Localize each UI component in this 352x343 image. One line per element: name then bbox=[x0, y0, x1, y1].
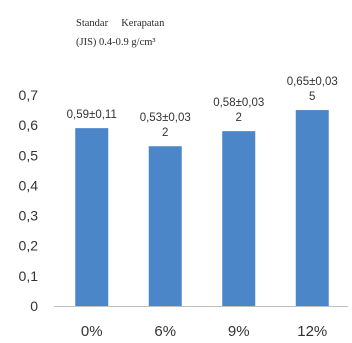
y-tick-label: 0,1 bbox=[19, 268, 39, 284]
x-tick-label: 6% bbox=[154, 323, 176, 338]
x-tick-label: 9% bbox=[228, 323, 250, 338]
data-label: 0,59±0,11 bbox=[67, 109, 117, 121]
y-tick-label: 0,4 bbox=[19, 177, 39, 193]
data-label: 5 bbox=[309, 91, 315, 103]
data-label: 2 bbox=[162, 127, 168, 139]
y-tick-label: 0,2 bbox=[19, 238, 39, 254]
y-tick-label: 0,7 bbox=[19, 87, 39, 103]
y-tick-label: 0,5 bbox=[19, 147, 39, 163]
legend-line-2: (JIS) 0.4-0.9 g/cm³ bbox=[76, 37, 156, 48]
y-tick-label: 0,3 bbox=[19, 208, 39, 224]
x-axis: 0% 6% 9% 12% bbox=[54, 306, 348, 340]
bar bbox=[75, 128, 109, 306]
y-tick-label: 0,6 bbox=[19, 117, 39, 133]
data-label: 0,65±0,03 bbox=[287, 76, 338, 88]
y-axis: 0 0,1 0,2 0,3 0,4 0,5 0,6 0,7 bbox=[19, 87, 39, 314]
x-tick-label: 12% bbox=[297, 323, 327, 338]
legend-line-1: Standar Kerapatan bbox=[76, 18, 165, 29]
y-tick-label: 0 bbox=[30, 298, 38, 314]
bar bbox=[148, 146, 182, 306]
data-label: 0,53±0,03 bbox=[140, 112, 191, 124]
bars-group bbox=[75, 110, 329, 306]
data-labels-group: 0,59±0,11 0,53±0,03 2 0,58±0,03 2 0,65±0,03 5 bbox=[67, 76, 338, 139]
chart-legend-text: Standar Kerapatan (JIS) 0.4-0.9 g/cm³ bbox=[76, 18, 165, 48]
bar bbox=[222, 131, 256, 306]
data-label: 2 bbox=[236, 112, 242, 124]
x-tick-label: 0% bbox=[81, 323, 103, 338]
bar bbox=[295, 110, 329, 306]
data-label: 0,58±0,03 bbox=[213, 97, 264, 109]
